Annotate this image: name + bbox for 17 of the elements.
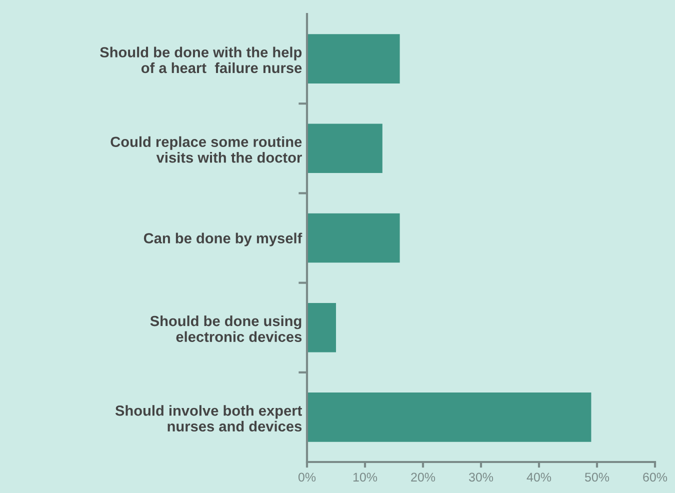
bar: [307, 302, 336, 352]
bar: [307, 213, 400, 263]
y-tick-label: Should be done with the help of a heart failure nurse: [100, 46, 302, 74]
x-tick-label: 0%: [298, 472, 316, 482]
x-tick-label: 30%: [468, 472, 494, 482]
x-tick-label: 60%: [643, 472, 668, 482]
bar: [307, 34, 400, 84]
y-tick-label: Should involve both expert nurses and devices: [115, 405, 302, 432]
y-tick-label: Should be done using electronic devices: [150, 315, 302, 342]
bar: [307, 124, 382, 174]
x-tick-label: 20%: [411, 472, 436, 482]
x-tick-label: 50%: [584, 472, 610, 482]
x-tick-label: 40%: [526, 472, 552, 482]
y-tick-label: Can be done by myself: [144, 232, 302, 246]
x-tick-label: 10%: [353, 472, 378, 482]
y-tick-label: Could replace some routine visits with the doctor: [110, 136, 302, 163]
bar: [307, 392, 592, 442]
